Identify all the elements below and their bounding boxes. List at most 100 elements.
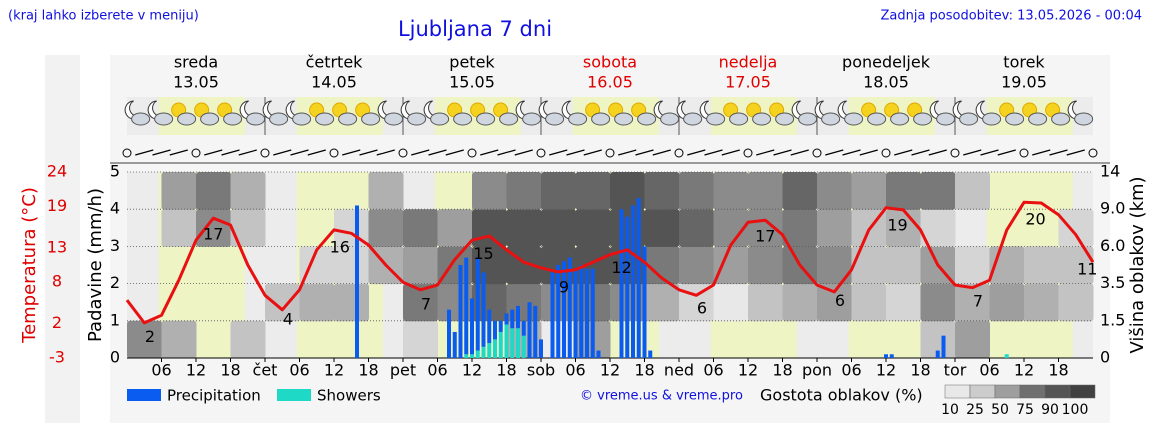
cloud-icon [407,112,427,126]
temperature-tick-label: -3 [49,348,65,367]
x-tick-label: 18 [358,361,378,380]
cloud-legend-value: 90 [1041,402,1059,418]
wind-calm [605,148,615,158]
cloud-icon [154,112,174,126]
cloud-cell [817,283,852,322]
cloud-cell [230,320,266,359]
cloud-icon [637,112,657,126]
wind-barb [704,149,723,156]
cloud-cell [920,320,956,359]
wind-barb [221,149,240,156]
wind-barb [342,149,361,156]
wind-calm [536,148,546,158]
y2-tick-label: 3.5 [1100,273,1125,292]
x-tick-label: 06 [841,361,861,380]
x-tick-label: 18 [1048,361,1068,380]
x-tick-label: pet [390,361,416,380]
wind-barb [376,149,395,156]
legend-swatch [127,389,161,401]
wind-calm [260,148,270,158]
precip-bar [493,320,497,340]
day-name: ponedeljek [842,53,931,72]
cloud-cell [506,172,542,210]
x-tick-label: pon [802,361,832,380]
wind-barb [169,149,188,156]
precip-bar [625,216,630,358]
cloud-cell [506,209,542,247]
cloud-cell [161,320,197,359]
cloud-cell [299,283,335,322]
precip-bar [521,335,526,358]
wind-barb [997,149,1016,156]
wind-barb [238,149,257,156]
cloud-icon [499,112,519,126]
cloud-cell [817,172,852,210]
cloud-cell [506,283,542,322]
y2-axis-label: Višina oblakov (km) [1127,176,1148,353]
cloud-cell [403,283,438,322]
legend-label: Showers [317,387,381,405]
temperature-label: 17 [755,227,775,246]
cloud-cell [920,172,956,210]
y2-tick-label: 1.5 [1100,310,1125,329]
wind-barb [825,149,844,156]
x-tick-label: 12 [186,361,206,380]
x-tick-label: 18 [496,361,516,380]
cloud-cell [368,172,404,210]
cloud-icon [476,112,496,126]
day-name: sobota [583,53,637,72]
cloud-cell [265,283,300,322]
cloud-icon [867,112,887,126]
cloud-cell [886,283,921,322]
wind-barb [583,149,602,156]
y2-tick-label: 14 [1100,162,1120,181]
x-tick-label: tor [944,361,967,380]
cloud-icon [706,112,726,126]
x-tick-label: 12 [738,361,758,380]
cloud-cell [334,209,369,247]
wind-barb [135,149,154,156]
x-tick-label: sob [527,361,555,380]
precip-bar [619,209,624,358]
precip-bar [889,354,894,358]
cloud-cell [644,209,680,247]
precip-bar [504,324,509,358]
temperature-tick-label: 19 [47,196,67,215]
y-tick-label: 4 [110,199,120,218]
precip-bar [470,354,474,358]
day-date: 16.05 [587,73,633,92]
temperature-label: 11 [1077,260,1097,279]
precip-bar [521,320,526,336]
precip-bar [884,354,888,358]
cloud-cell [748,209,783,247]
temperature-label: 19 [887,216,907,235]
precip-bar [481,272,486,347]
wind-barb [549,149,568,156]
precip-bar [596,350,601,358]
temperature-label: 6 [835,291,845,310]
y-tick-label: 1 [110,310,120,329]
wind-calm [329,148,339,158]
wind-barb [980,149,999,156]
x-tick-label: 12 [876,361,896,380]
cloud-cell [403,320,438,359]
precip-bar [464,354,469,358]
cloud-cell [886,246,921,285]
precip-bar [941,335,946,358]
cloud-icon [752,112,772,126]
day-date: 18.05 [863,73,909,92]
wind-barb [359,149,378,156]
y2-tick-label: 0 [1100,348,1110,367]
precip-bar [516,328,520,358]
wind-barb [773,149,792,156]
cloud-cell [541,172,576,210]
precip-bar [516,305,520,329]
cloud-cell [575,172,611,210]
cloud-cell [679,209,714,247]
x-tick-label: 12 [600,361,620,380]
precip-bar [493,339,497,358]
wind-calm [1088,148,1098,158]
temperature-label: 20 [1025,209,1045,228]
cloud-cell [230,172,266,210]
